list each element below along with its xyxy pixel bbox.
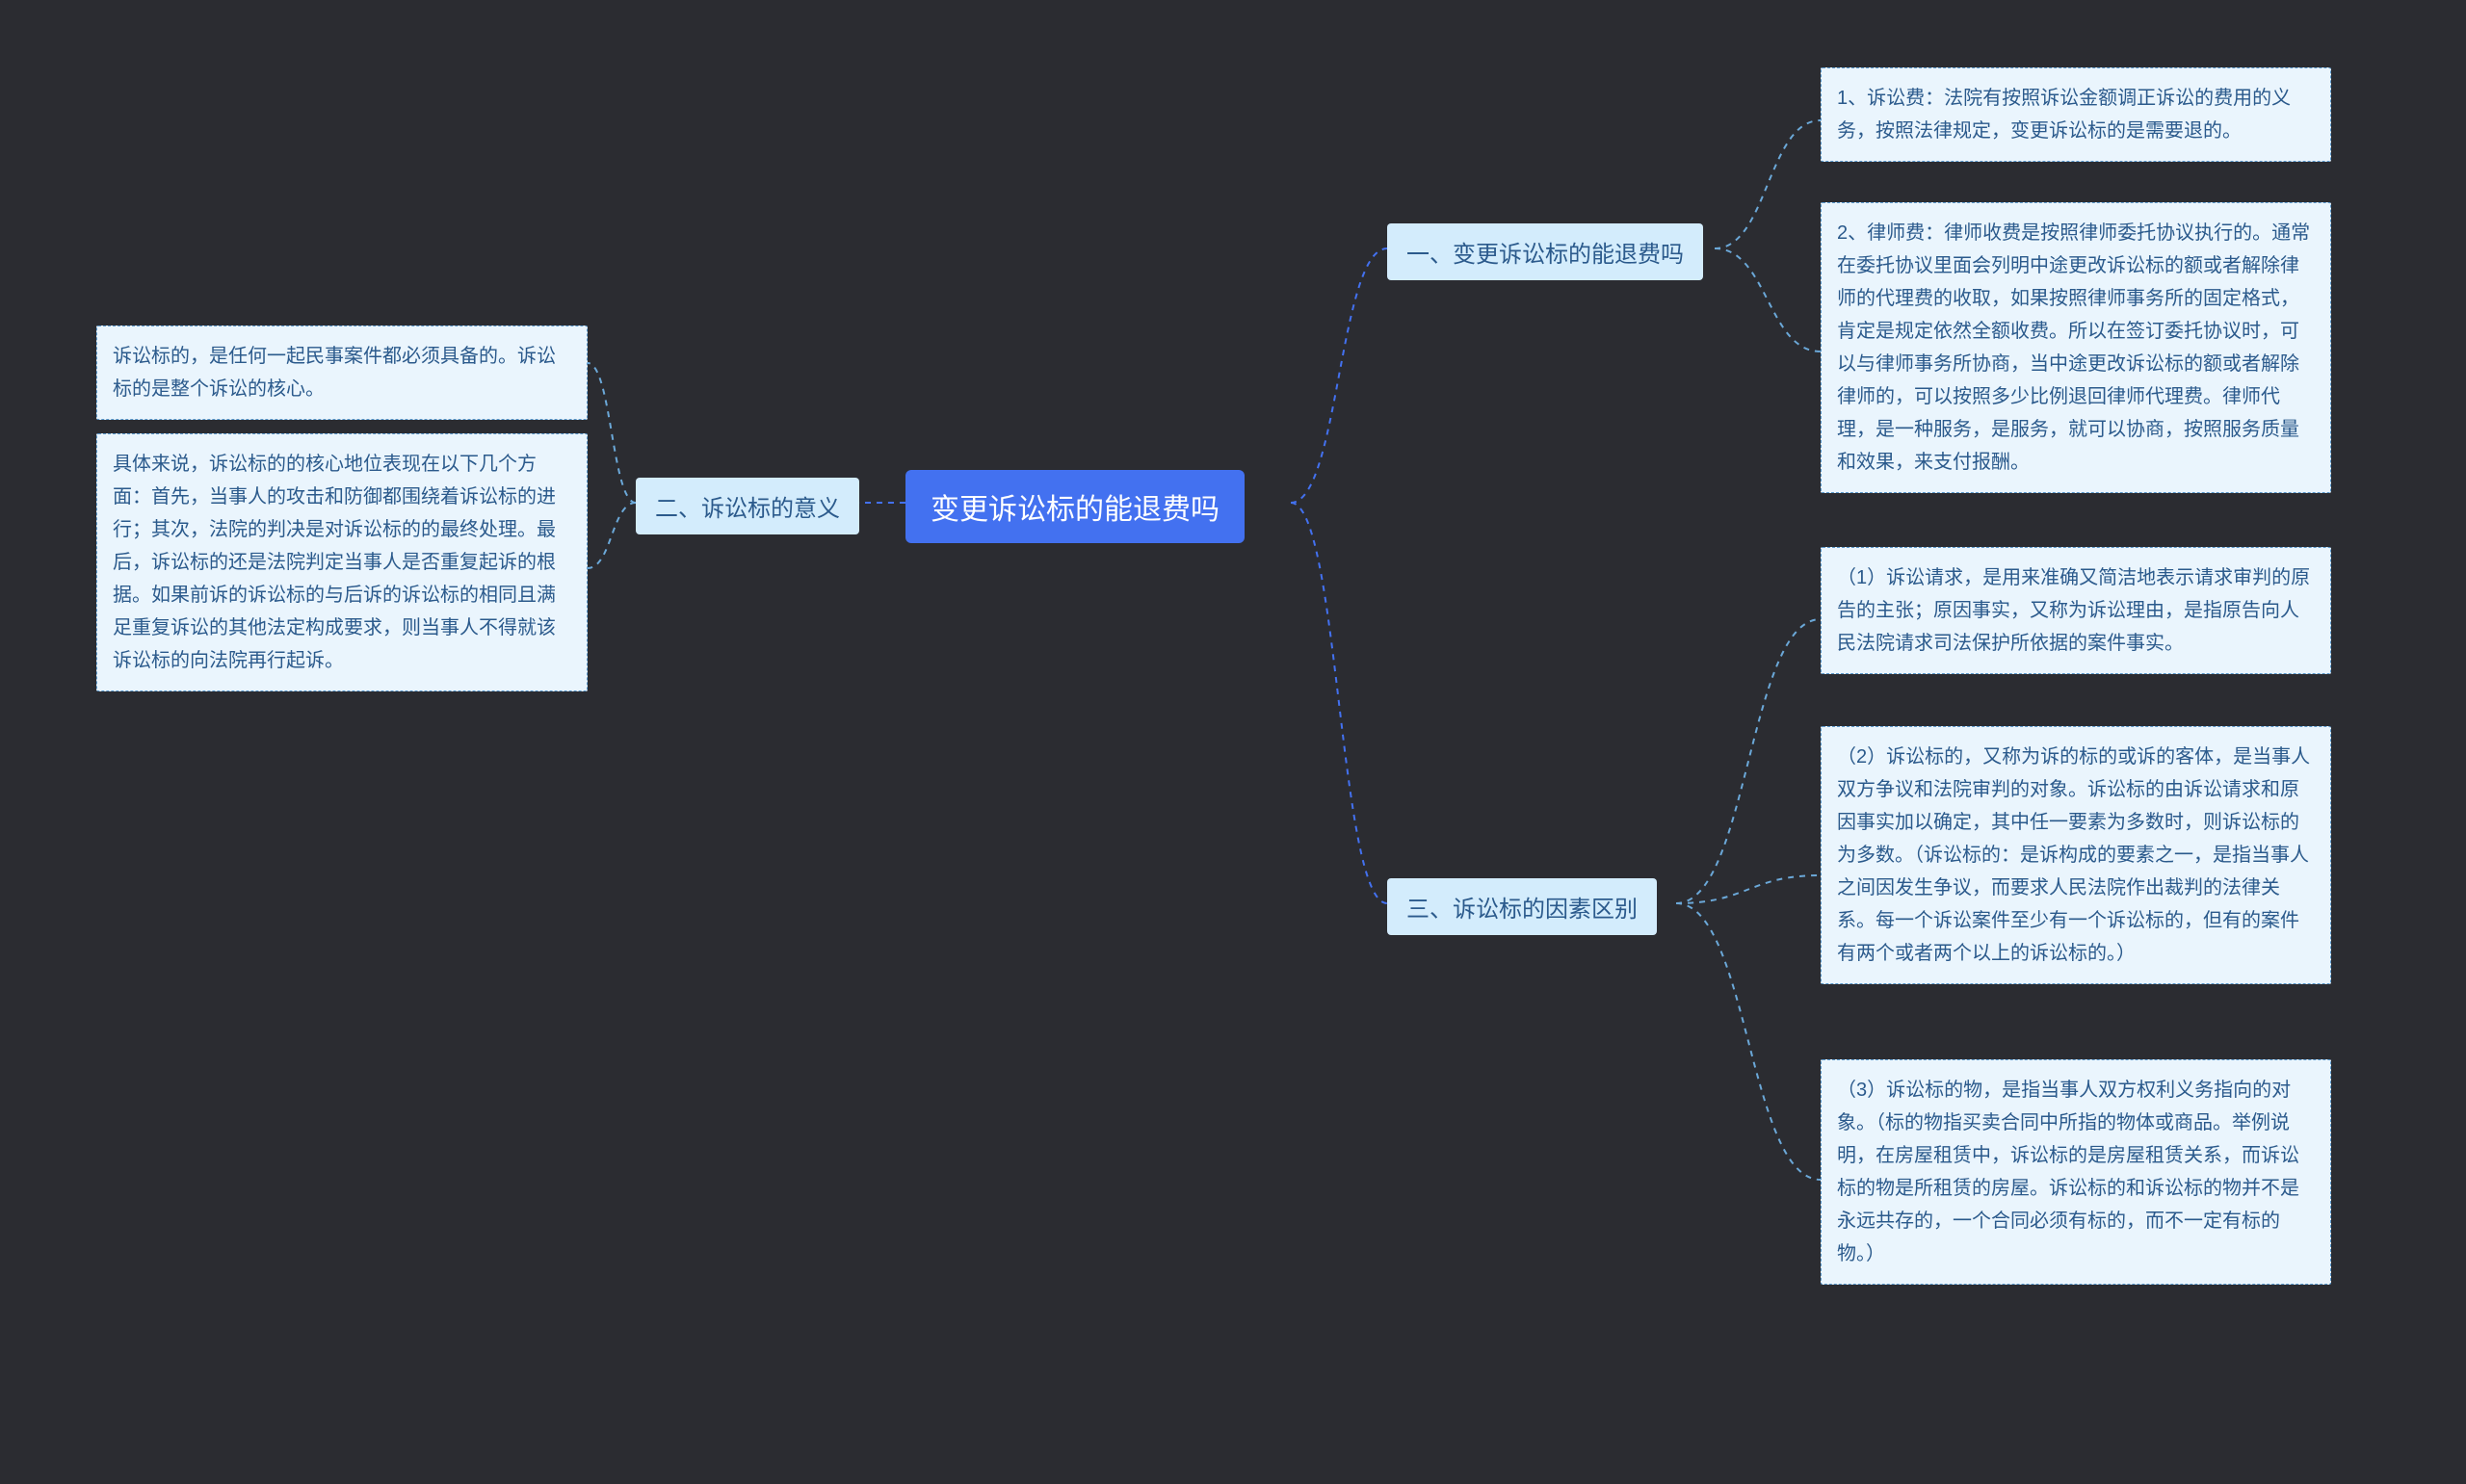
- branch-3[interactable]: 三、诉讼标的因素区别: [1387, 878, 1657, 935]
- leaf-text: 1、诉讼费：法院有按照诉讼金额调正诉讼的费用的义务，按照法律规定，变更诉讼标的是…: [1837, 88, 2291, 142]
- root-label: 变更诉讼标的能退费吗: [931, 494, 1220, 526]
- branch-3-leaf-1[interactable]: （1）诉讼请求，是用来准确又简洁地表示请求审判的原告的主张；原因事实，又称为诉讼…: [1821, 547, 2331, 674]
- leaf-text: （2）诉讼标的，又称为诉的标的或诉的客体，是当事人双方争议和法院审判的对象。诉讼…: [1837, 746, 2310, 964]
- leaf-text: 2、律师费：律师收费是按照律师委托协议执行的。通常在委托协议里面会列明中途更改诉…: [1837, 222, 2310, 473]
- branch-3-leaf-2[interactable]: （2）诉讼标的，又称为诉的标的或诉的客体，是当事人双方争议和法院审判的对象。诉讼…: [1821, 726, 2331, 984]
- branch-1[interactable]: 一、变更诉讼标的能退费吗: [1387, 223, 1703, 280]
- root-node[interactable]: 变更诉讼标的能退费吗: [905, 470, 1245, 543]
- branch-2[interactable]: 二、诉讼标的意义: [636, 478, 859, 534]
- branch-2-label: 二、诉讼标的意义: [655, 496, 840, 522]
- leaf-text: （3）诉讼标的物，是指当事人双方权利义务指向的对象。（标的物指买卖合同中所指的物…: [1837, 1080, 2299, 1264]
- branch-3-label: 三、诉讼标的因素区别: [1406, 897, 1638, 923]
- leaf-text: （1）诉讼请求，是用来准确又简洁地表示请求审判的原告的主张；原因事实，又称为诉讼…: [1837, 567, 2310, 654]
- branch-1-leaf-2[interactable]: 2、律师费：律师收费是按照律师委托协议执行的。通常在委托协议里面会列明中途更改诉…: [1821, 202, 2331, 493]
- branch-1-label: 一、变更诉讼标的能退费吗: [1406, 242, 1684, 268]
- leaf-text: 具体来说，诉讼标的的核心地位表现在以下几个方面：首先，当事人的攻击和防御都围绕着…: [113, 454, 556, 671]
- branch-1-leaf-1[interactable]: 1、诉讼费：法院有按照诉讼金额调正诉讼的费用的义务，按照法律规定，变更诉讼标的是…: [1821, 67, 2331, 162]
- branch-3-leaf-3[interactable]: （3）诉讼标的物，是指当事人双方权利义务指向的对象。（标的物指买卖合同中所指的物…: [1821, 1059, 2331, 1285]
- branch-2-leaf-1[interactable]: 诉讼标的，是任何一起民事案件都必须具备的。诉讼标的是整个诉讼的核心。: [96, 325, 588, 420]
- branch-2-leaf-2[interactable]: 具体来说，诉讼标的的核心地位表现在以下几个方面：首先，当事人的攻击和防御都围绕着…: [96, 433, 588, 691]
- leaf-text: 诉讼标的，是任何一起民事案件都必须具备的。诉讼标的是整个诉讼的核心。: [113, 346, 556, 400]
